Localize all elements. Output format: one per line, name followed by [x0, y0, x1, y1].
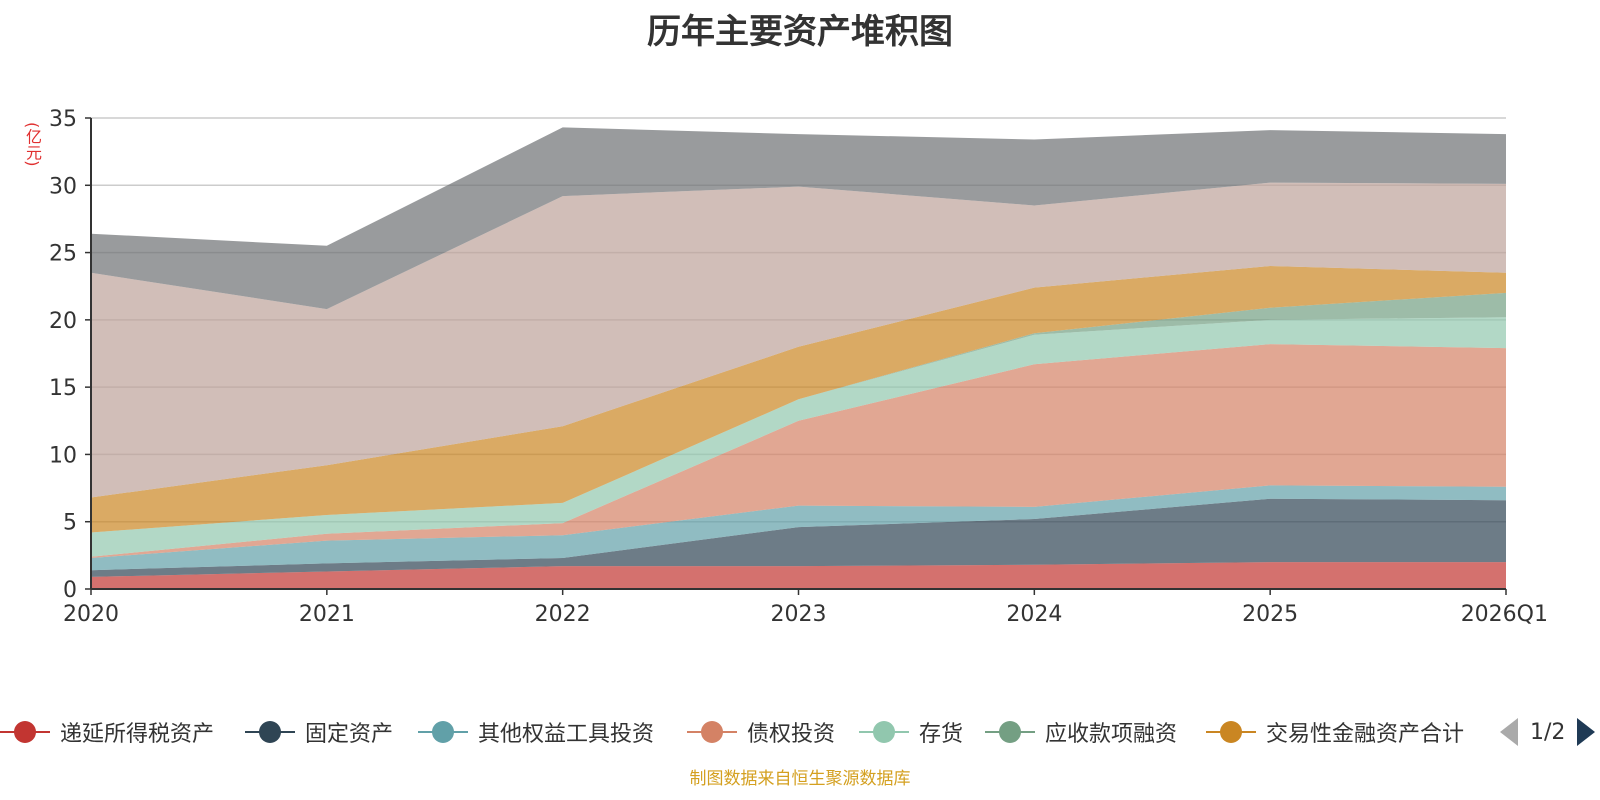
y-tick-label-5: 25	[49, 242, 77, 267]
legend-label: 固定资产	[305, 722, 394, 747]
x-tick-label-1: 2021	[299, 602, 355, 627]
x-tick-label-5: 2025	[1242, 602, 1298, 627]
chart-title: 历年主要资产堆积图	[647, 12, 953, 52]
area-series-7	[91, 182, 1506, 498]
legend: 递延所得税资产 固定资产 其他权益工具投资 债权投资 存货 应收款项融资 交易性金融资产合计	[0, 712, 1600, 752]
y-tick-label-0: 0	[63, 578, 77, 603]
legend-pager: 1/2	[1500, 712, 1600, 752]
y-tick-label-7: 35	[49, 107, 77, 132]
legend-next-page-icon[interactable]	[1577, 718, 1596, 746]
legend-label: 存货	[919, 722, 964, 747]
legend-item[interactable]: 债权投资	[687, 712, 835, 752]
legend-swatch-icon	[859, 712, 909, 752]
legend-prev-page-icon[interactable]	[1500, 718, 1518, 746]
legend-label: 债权投资	[747, 722, 836, 747]
legend-label: 其他权益工具投资	[478, 722, 655, 747]
legend-item[interactable]: 递延所得税资产	[0, 712, 214, 752]
legend-label: 递延所得税资产	[60, 722, 215, 747]
area-series-1	[91, 498, 1506, 577]
x-tick-label-4: 2024	[1006, 602, 1062, 627]
y-tick-label-1: 5	[63, 511, 77, 536]
x-tick-label-6: 2026Q1	[1461, 602, 1548, 627]
y-tick-label-2: 10	[49, 443, 77, 468]
legend-swatch-icon	[0, 712, 50, 752]
y-tick-label-6: 30	[49, 174, 77, 199]
legend-item[interactable]: 固定资产	[245, 712, 393, 752]
area-series-5	[91, 292, 1506, 533]
area-series-2	[91, 485, 1506, 571]
legend-item[interactable]: 交易性金融资产合计	[1206, 712, 1464, 752]
x-tick-label-3: 2023	[771, 602, 827, 627]
y-tick-label-4: 20	[49, 309, 77, 334]
legend-label: 应收款项融资	[1045, 722, 1178, 747]
data-source-note: 制图数据来自恒生聚源数据库	[689, 769, 911, 789]
y-axis-unit: (亿元)	[23, 122, 42, 167]
legend-item[interactable]: 其他权益工具投资	[418, 712, 654, 752]
area-series-0	[91, 562, 1506, 589]
area-series-4	[91, 317, 1506, 557]
legend-swatch-icon	[687, 712, 737, 752]
y-tick-label-3: 15	[49, 376, 77, 401]
legend-item[interactable]: 应收款项融资	[985, 712, 1177, 752]
x-tick-label-0: 2020	[63, 602, 119, 627]
area-series-8	[91, 127, 1506, 310]
legend-item[interactable]: 存货	[859, 712, 963, 752]
legend-page-indicator: 1/2	[1530, 719, 1566, 745]
area-series-6	[91, 266, 1506, 533]
x-tick-label-2: 2022	[535, 602, 591, 627]
legend-swatch-icon	[1206, 712, 1256, 752]
legend-swatch-icon	[985, 712, 1035, 752]
legend-label: 交易性金融资产合计	[1266, 722, 1465, 747]
legend-swatch-icon	[418, 712, 468, 752]
legend-swatch-icon	[245, 712, 295, 752]
area-series-3	[91, 344, 1506, 558]
